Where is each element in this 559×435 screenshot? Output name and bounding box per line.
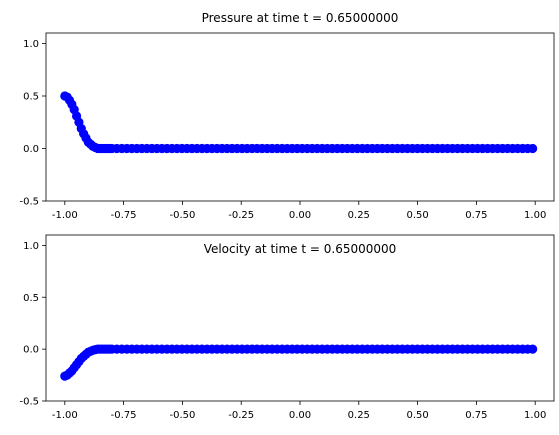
pressure-x-tick-label: 0.00 [289, 210, 311, 221]
velocity-y-tick-label: 0.0 [23, 345, 39, 356]
pressure-y-tick-label: 0.5 [23, 92, 39, 103]
pressure-x-tick-label: -0.75 [111, 210, 137, 221]
pressure-y-tick-label: -0.5 [19, 197, 39, 208]
pressure-title: Pressure at time t = 0.65000000 [202, 11, 399, 25]
velocity-x-tick-label: -0.75 [111, 410, 137, 421]
pressure-x-tick-label: 0.25 [348, 210, 370, 221]
velocity-x-tick-label: -0.25 [228, 410, 254, 421]
velocity-y-tick-label: -0.5 [19, 397, 39, 408]
velocity-x-tick-label: 1.00 [524, 410, 546, 421]
pressure-x-tick-label: 0.50 [406, 210, 428, 221]
velocity-y-tick-label: 0.5 [23, 293, 39, 304]
pressure-x-tick-label: 1.00 [524, 210, 546, 221]
velocity-data-point [528, 344, 538, 354]
pressure-x-tick-label: -1.00 [52, 210, 78, 221]
velocity-x-tick-label: 0.25 [348, 410, 370, 421]
velocity-x-tick-label: 0.00 [289, 410, 311, 421]
velocity-x-tick-label: -1.00 [52, 410, 78, 421]
velocity-subplot: -1.00 -0.75 -0.50 -0.25 0.00 0.25 0.50 0.75 1.00… [19, 234, 555, 421]
velocity-x-tick-label: -0.50 [169, 410, 195, 421]
velocity-title: Velocity at time t = 0.65000000 [204, 242, 397, 256]
pressure-y-tick-label: 1.0 [23, 39, 39, 50]
pressure-subplot: -1.00 -0.75 -0.50 -0.25 0.00 0.25 0.50 0.75 1.00… [19, 32, 555, 221]
pressure-x-tick-label: -0.50 [169, 210, 195, 221]
pressure-data-point [528, 143, 538, 154]
pressure-x-tick-label: 0.75 [465, 210, 487, 221]
pressure-x-tick-label: -0.25 [228, 210, 254, 221]
velocity-x-tick-label: 0.75 [465, 410, 487, 421]
velocity-y-tick-label: 1.0 [23, 241, 39, 252]
velocity-x-tick-label: 0.50 [406, 410, 428, 421]
pressure-y-tick-label: 0.0 [23, 144, 39, 155]
